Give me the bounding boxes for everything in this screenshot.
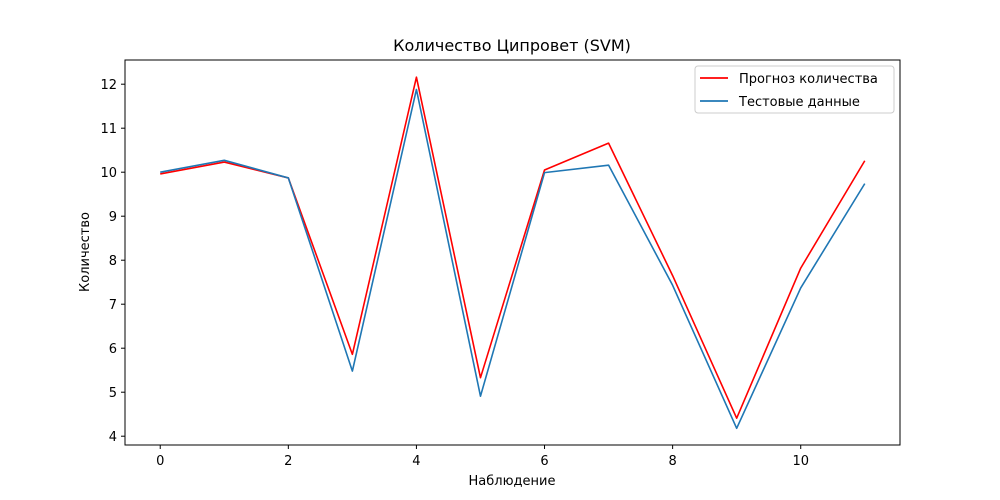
series-line-1 xyxy=(160,88,866,430)
y-tick-label-3: 7 xyxy=(109,298,117,313)
x-axis: 0 2 4 6 8 10 xyxy=(156,445,809,469)
y-tick-label-5: 9 xyxy=(109,210,117,225)
y-tick-label-8: 12 xyxy=(100,78,117,93)
x-tick-label-1: 2 xyxy=(284,454,292,469)
x-tick-label-5: 10 xyxy=(792,454,809,469)
x-tick-label-4: 8 xyxy=(668,454,676,469)
y-tick-label-6: 10 xyxy=(100,166,117,181)
x-axis-label: Наблюдение xyxy=(469,474,556,489)
y-tick-label-7: 11 xyxy=(100,122,117,137)
chart-title: Количество Ципровет (SVM) xyxy=(393,36,631,55)
x-tick-label-3: 6 xyxy=(540,454,548,469)
legend: Прогноз количества Тестовые данные xyxy=(694,65,895,114)
legend-entry-0: Прогноз количества xyxy=(739,72,878,87)
axes-frame xyxy=(124,59,901,446)
x-tick-label-0: 0 xyxy=(156,454,164,469)
y-tick-label-0: 4 xyxy=(109,430,117,445)
y-axis-label: Количество xyxy=(78,212,93,292)
plot-area xyxy=(160,76,866,430)
y-tick-label-2: 6 xyxy=(109,342,117,357)
series-line-0 xyxy=(160,76,866,419)
y-tick-label-4: 8 xyxy=(109,254,117,269)
legend-box xyxy=(694,65,895,114)
y-tick-label-1: 5 xyxy=(109,386,117,401)
x-tick-label-2: 4 xyxy=(412,454,420,469)
y-axis: 4 5 6 7 8 9 10 11 12 xyxy=(100,78,125,445)
legend-entry-1: Тестовые данные xyxy=(738,95,860,110)
